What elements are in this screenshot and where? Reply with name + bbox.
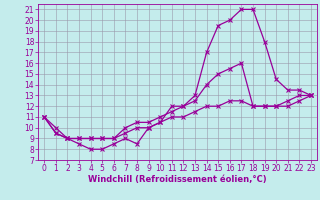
X-axis label: Windchill (Refroidissement éolien,°C): Windchill (Refroidissement éolien,°C) xyxy=(88,175,267,184)
